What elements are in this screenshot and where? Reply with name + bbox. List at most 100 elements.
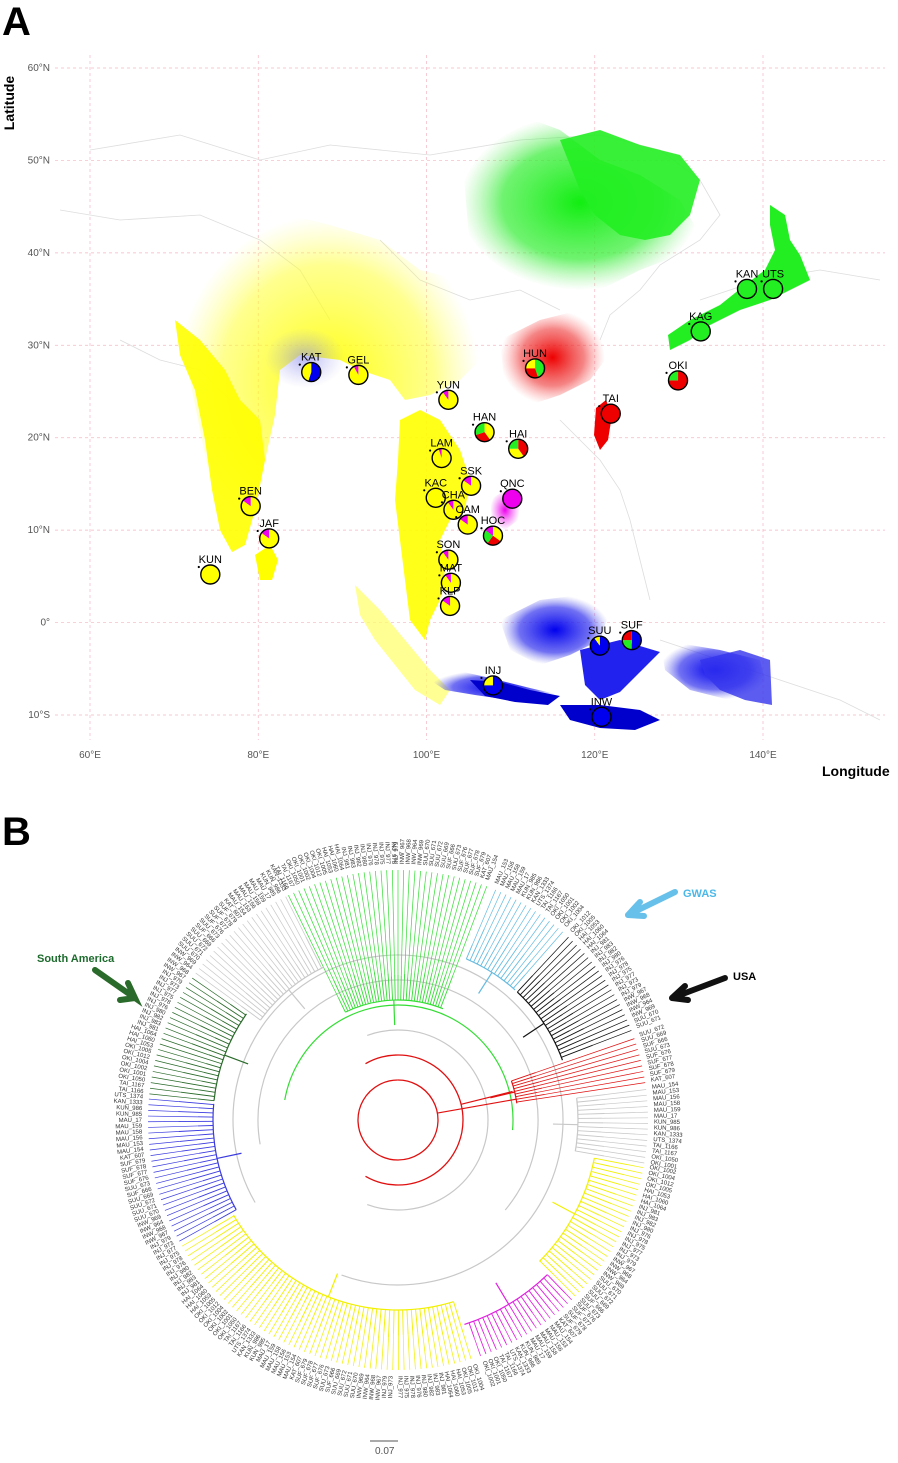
tree-branch <box>576 1138 600 1142</box>
tree-arc <box>365 1054 464 1186</box>
pie-slice <box>440 596 460 616</box>
tree-branch <box>571 1270 588 1284</box>
tree-branch <box>411 979 415 1001</box>
leaf-label: KAT_607 <box>120 1152 146 1162</box>
tree-branch <box>206 1190 228 1200</box>
tree-branch <box>249 1262 273 1288</box>
tree-branch <box>531 927 559 961</box>
tree-branch <box>305 936 323 969</box>
tree-branch <box>251 917 290 970</box>
tree-branch <box>381 1331 385 1370</box>
tree-branch <box>159 1043 189 1054</box>
tree-branch <box>320 1295 328 1311</box>
tree-branch <box>241 1000 264 1018</box>
tree-branch <box>588 1237 611 1253</box>
tree-branch <box>620 1184 639 1191</box>
tree-branch <box>423 1308 428 1331</box>
site-ben: BEN <box>238 486 262 517</box>
site-label: KAN <box>736 268 759 280</box>
leaf-label: MAU_17 <box>654 1114 678 1120</box>
pie-outline <box>524 358 546 379</box>
leaf-label: SUU_670 <box>423 839 432 866</box>
tree-branch <box>178 1129 214 1132</box>
leaf-label: INW_967 <box>400 838 407 864</box>
tree-branch <box>192 977 231 1005</box>
tree-branches <box>148 870 648 1371</box>
tree-branch <box>372 982 377 1003</box>
site-qnc: QNC <box>499 478 525 509</box>
tree-branch <box>198 1186 226 1198</box>
tree-branch <box>232 1286 251 1308</box>
pie-outline <box>431 447 452 469</box>
site-dot <box>587 637 590 640</box>
tree-branch <box>595 1224 620 1238</box>
pie-outline <box>457 514 478 535</box>
tree-branch <box>610 1165 643 1174</box>
pie-outline <box>425 487 446 508</box>
pie-slice <box>590 636 610 656</box>
tree-branch <box>149 1087 181 1093</box>
pie-slice <box>438 390 458 410</box>
tree-branch <box>213 950 252 986</box>
tree-branch <box>265 907 291 947</box>
tree-branch <box>514 1085 538 1092</box>
tree-branch <box>360 973 369 1004</box>
tree-branch <box>594 1229 617 1243</box>
tree-branch <box>560 970 599 1000</box>
tree-branch <box>325 1318 339 1360</box>
lon-tick-label: 140°E <box>749 750 777 760</box>
site-mat: MAT <box>438 562 462 594</box>
tree-branch <box>150 1082 200 1091</box>
site-dot <box>471 423 475 426</box>
tree-branch <box>197 1246 230 1271</box>
tree-branch <box>297 941 316 972</box>
tree-branch <box>490 1091 515 1099</box>
pie-slice <box>525 358 536 369</box>
site-kan: KAN <box>734 268 759 300</box>
pie-slice <box>301 362 312 382</box>
lat-tick-label: 10°S <box>28 710 50 721</box>
pie-slice <box>487 535 501 546</box>
tree-branch <box>491 1313 507 1344</box>
tree-branch <box>199 1089 216 1093</box>
tree-branch <box>148 1098 179 1102</box>
tree-branch <box>352 1337 359 1367</box>
tree-branch <box>312 1292 320 1307</box>
tree-branch <box>577 1261 595 1276</box>
tree-branch <box>440 976 453 1008</box>
tree-branch <box>546 953 585 987</box>
leaf-label: INW_969 <box>417 839 425 865</box>
tree-branch <box>540 1005 559 1020</box>
tree-arc <box>367 1029 489 1211</box>
tree-branch <box>280 899 312 957</box>
tree-branch <box>308 886 350 993</box>
tree-branch <box>393 1000 396 1026</box>
tree-branch <box>309 1329 320 1354</box>
tree-branch <box>400 975 402 1001</box>
tree-branch <box>444 1303 454 1335</box>
tree-branch <box>517 975 533 993</box>
pie-slice <box>458 515 478 535</box>
site-label: SUF <box>621 620 643 632</box>
tree-branch <box>281 1282 301 1313</box>
leaf-label: INJ_976 <box>414 1375 422 1398</box>
lat-tick-label: 50°N <box>28 155 50 166</box>
site-dot <box>480 527 483 530</box>
tree-branch <box>327 1273 339 1297</box>
tree-branch <box>553 1030 570 1040</box>
pie-slice <box>200 565 220 585</box>
tree-branch <box>227 1271 258 1304</box>
site-kac: KAC <box>423 477 447 508</box>
tree-branch <box>293 1306 313 1348</box>
tree-branch <box>148 1115 199 1118</box>
tree-branch <box>415 1309 419 1333</box>
tree-branch <box>557 1301 564 1308</box>
site-dot <box>522 359 525 362</box>
leaf-label: INW_967 <box>375 1375 383 1401</box>
pie-outline <box>301 361 322 383</box>
pie-slice <box>353 365 359 375</box>
tree-branch <box>572 1217 596 1231</box>
tree-branch <box>369 1329 375 1369</box>
tree-branch <box>603 1127 648 1130</box>
tree-branch <box>471 889 497 946</box>
